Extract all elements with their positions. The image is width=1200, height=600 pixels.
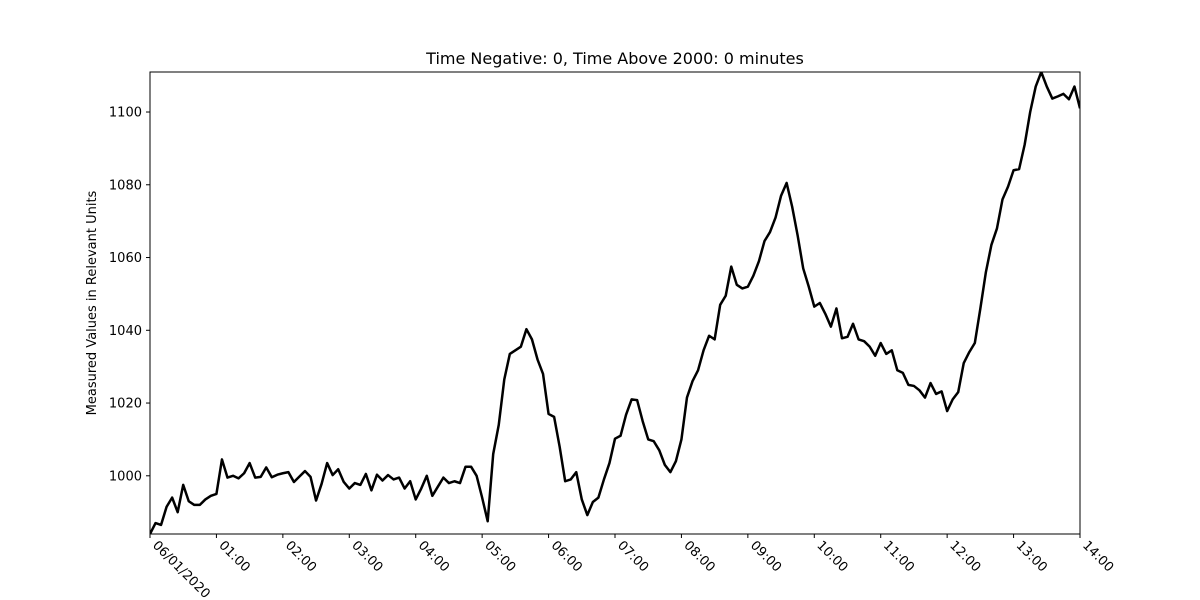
x-tick-label: 04:00 [415,538,452,575]
plot-frame [149,71,1081,535]
x-tick-label: 12:00 [946,538,983,575]
y-tick-label: 1020 [109,397,142,412]
x-tick-label: 09:00 [747,538,784,575]
x-tick-label: 14:00 [1079,538,1116,575]
axes: 1000 1020 1040 1060 1080 1100 06/01/2020 01:00 0… [109,71,1116,600]
y-tick-label: 1060 [109,251,142,266]
y-tick-label: 1000 [109,469,142,484]
x-tick-label: 08:00 [681,538,718,575]
x-tick-label: 01:00 [216,538,253,575]
y-tick-label: 1040 [109,324,142,339]
x-tick-label: 06:00 [548,538,585,575]
series-line-1 [150,72,1080,534]
x-tick-label: 03:00 [348,538,385,575]
y-tick-label: 1100 [109,106,142,121]
x-tick-label: 05:00 [481,538,518,575]
series-layer [150,72,1080,534]
chart-title: Time Negative: 0, Time Above 2000: 0 min… [425,49,804,68]
y-tick-label: 1080 [109,178,142,193]
x-tick-label: 06/01/2020 [149,538,213,600]
x-tick-label: 13:00 [1013,538,1050,575]
x-tick-label: 11:00 [880,538,917,575]
x-tick-label: 10:00 [813,538,850,575]
y-axis-label: Measured Values in Relevant Units [85,190,100,415]
x-tick-label: 02:00 [282,538,319,575]
x-tick-label: 07:00 [614,538,651,575]
